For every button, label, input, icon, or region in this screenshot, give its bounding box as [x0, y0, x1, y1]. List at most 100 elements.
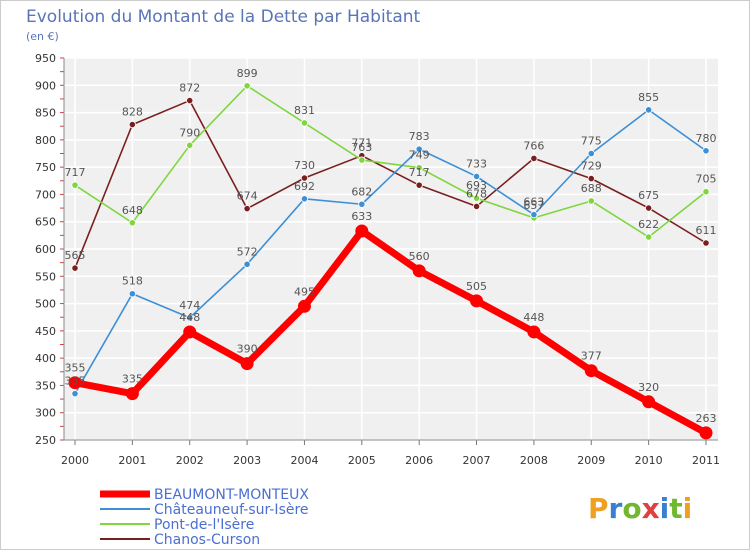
proxiti-logo: Proxiti: [588, 492, 692, 525]
data-point-1: [645, 106, 653, 114]
data-point-3: [645, 204, 653, 212]
data-point-3: [530, 154, 538, 163]
y-tick-label: 800: [35, 134, 56, 147]
data-point-0: [125, 387, 139, 401]
data-label-1: 518: [122, 275, 143, 288]
data-label-2: 749: [409, 149, 430, 162]
chart-subtitle: (en €): [26, 30, 59, 43]
series-line-0: [71, 227, 710, 437]
data-point-3: [186, 96, 194, 105]
x-tick-label: 2010: [635, 454, 663, 467]
logo-letter: x: [642, 492, 660, 525]
data-label-0: 263: [696, 412, 717, 425]
y-tick-label: 850: [35, 107, 56, 120]
data-point-0: [412, 264, 426, 278]
data-label-0: 320: [638, 381, 659, 394]
x-tick-label: 2008: [520, 454, 548, 467]
data-label-2: 622: [638, 218, 659, 231]
legend: BEAUMONT-MONTEUXChâteauneuf-sur-IsèrePon…: [100, 487, 309, 548]
x-tick-label: 2002: [176, 454, 204, 467]
data-point-1: [71, 390, 79, 398]
data-point-0: [527, 325, 541, 339]
data-label-0: 377: [581, 350, 602, 363]
data-label-0: 560: [409, 250, 430, 263]
data-label-3: 565: [65, 249, 86, 262]
x-tick-label: 2005: [348, 454, 376, 467]
data-point-2: [702, 188, 710, 196]
data-point-0: [470, 294, 484, 308]
data-label-3: 675: [638, 189, 659, 202]
y-tick-label: 500: [35, 298, 56, 311]
y-tick-label: 350: [35, 379, 56, 392]
data-point-2: [71, 181, 79, 189]
data-label-3: 872: [179, 82, 200, 95]
data-point-3: [702, 239, 710, 247]
data-point-3: [587, 175, 595, 183]
y-tick-label: 650: [35, 216, 56, 229]
y-tick-label: 400: [35, 352, 56, 365]
axes: 250 300 350 400 450 500 550 600 650 700 750 800 850 9…: [35, 52, 720, 467]
data-point-2: [645, 233, 653, 241]
data-point-0: [642, 395, 656, 409]
data-label-0: 355: [65, 362, 86, 375]
series-line-3: [74, 99, 707, 269]
x-tick-label: 2009: [577, 454, 605, 467]
data-label-0: 633: [351, 210, 372, 223]
data-label-3: 828: [122, 106, 143, 119]
data-label-1: 682: [351, 185, 372, 198]
y-tick-label: 250: [35, 434, 56, 447]
data-label-3: 611: [696, 224, 717, 237]
x-tick-label: 2006: [405, 454, 433, 467]
data-point-1: [358, 200, 366, 208]
x-tick-label: 2004: [290, 454, 318, 467]
y-tick-label: 450: [35, 325, 56, 338]
data-label-1: 775: [581, 135, 602, 148]
data-label-2: 688: [581, 182, 602, 195]
data-label-2: 648: [122, 204, 143, 217]
series-group: [68, 82, 713, 440]
data-label-3: 729: [581, 160, 602, 173]
data-point-1: [530, 211, 538, 219]
data-point-0: [297, 299, 311, 313]
data-label-1: 692: [294, 180, 315, 193]
series-line-1: [74, 109, 707, 395]
data-label-2: 693: [466, 179, 487, 192]
y-tick-label: 950: [35, 52, 56, 65]
data-label-0: 448: [179, 311, 200, 324]
data-point-1: [587, 149, 595, 158]
y-tick-label: 900: [35, 79, 56, 92]
y-tick-label: 600: [35, 243, 56, 256]
data-point-3: [300, 174, 309, 182]
data-label-0: 335: [122, 373, 143, 386]
legend-label-3: Chanos-Curson: [154, 532, 260, 548]
series-line-2: [74, 85, 707, 238]
data-point-0: [183, 325, 197, 339]
data-label-2: 657: [523, 199, 544, 212]
data-labels: 565 828 872 674 730 771 717 678 766 729 675 611 717 6…: [65, 67, 717, 425]
data-label-0: 390: [237, 343, 258, 356]
logo-letter: o: [622, 492, 641, 525]
y-tick-label: 700: [35, 188, 56, 201]
data-label-2: 717: [65, 166, 86, 179]
data-label-1: 474: [179, 299, 200, 312]
data-label-2: 763: [351, 141, 372, 154]
data-point-2: [415, 164, 423, 172]
data-point-3: [128, 120, 136, 129]
logo-letter: i: [660, 492, 670, 525]
data-point-0: [240, 357, 254, 371]
data-point-3: [472, 202, 481, 211]
x-tick-label: 2007: [463, 454, 491, 467]
logo-letter: t: [669, 492, 682, 525]
data-point-2: [243, 82, 251, 90]
data-label-1: 335: [65, 375, 86, 388]
data-point-0: [699, 426, 713, 440]
data-label-1: 783: [409, 130, 430, 143]
data-point-0: [584, 364, 598, 378]
data-point-1: [415, 145, 423, 153]
data-label-3: 678: [466, 187, 487, 200]
data-label-0: 505: [466, 280, 487, 293]
data-point-1: [472, 172, 481, 181]
logo-letter: r: [609, 492, 623, 525]
